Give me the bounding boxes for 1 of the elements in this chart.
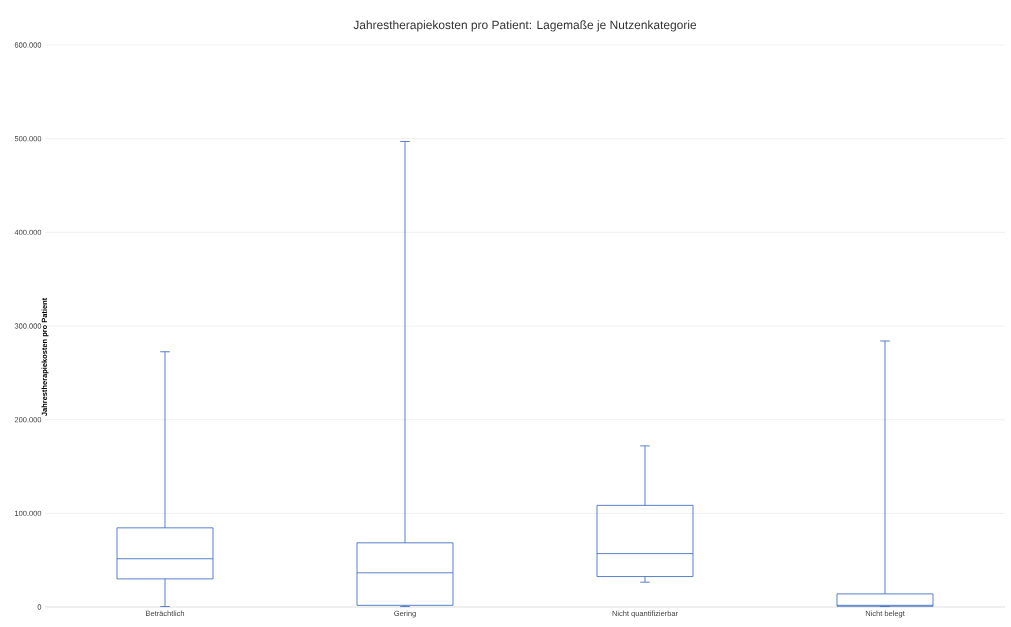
chart-title: Jahrestherapiekosten pro Patient: Lagemaße je Nutzenkategorie — [353, 20, 697, 32]
